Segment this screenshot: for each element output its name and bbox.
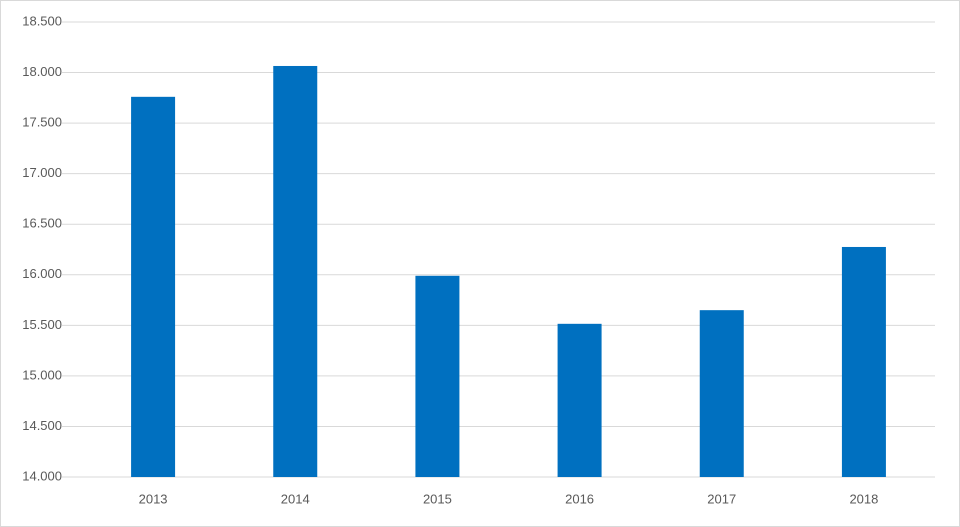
y-tick-label: 16.500 — [22, 216, 62, 231]
bar — [131, 96, 176, 478]
y-tick-label: 14.000 — [22, 468, 62, 483]
y-tick-label: 16.000 — [22, 266, 62, 281]
bar — [699, 310, 744, 477]
x-tick-label: 2016 — [565, 491, 594, 506]
x-tick-label: 2015 — [423, 491, 452, 506]
y-tick-label: 15.500 — [22, 317, 62, 332]
bar — [841, 246, 886, 477]
x-tick-label: 2018 — [849, 491, 878, 506]
x-tick-label: 2014 — [281, 491, 310, 506]
y-tick-label: 15.000 — [22, 367, 62, 382]
x-tick-label: 2013 — [139, 491, 168, 506]
bar — [557, 323, 602, 477]
y-tick-label: 18.500 — [22, 13, 62, 28]
x-tick-label: 2017 — [707, 491, 736, 506]
y-tick-label: 17.500 — [22, 115, 62, 130]
bar — [273, 65, 318, 477]
bar — [415, 275, 460, 477]
y-tick-label: 14.500 — [22, 418, 62, 433]
y-tick-label: 17.000 — [22, 165, 62, 180]
y-tick-label: 18.000 — [22, 64, 62, 79]
